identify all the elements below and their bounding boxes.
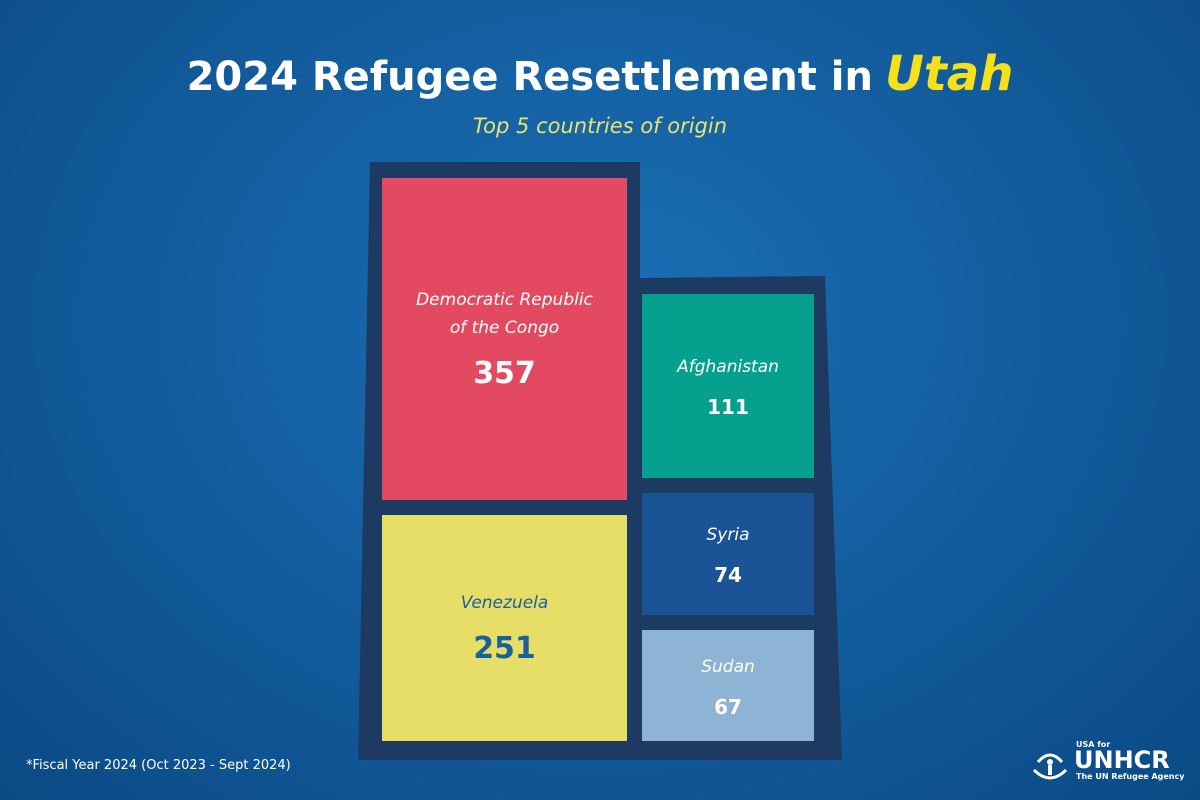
logo-icon [1032, 753, 1068, 780]
title-text: 2024 Refugee Resettlement in [186, 54, 873, 100]
logo-tagline: The UN Refugee Agency [1076, 772, 1185, 781]
subtitle: Top 5 countries of origin [472, 114, 728, 138]
logo-top: USA for [1076, 740, 1111, 749]
logo: USA for UNHCR The UN Refugee Agency [1028, 740, 1188, 784]
tile-label: Sudan [701, 656, 755, 677]
tile: Democratic Republic of the Congo 357 [382, 178, 627, 500]
tile-value: 357 [473, 356, 536, 392]
tile: Afghanistan 111 [642, 294, 814, 478]
tile: Venezuela 251 [382, 514, 627, 741]
title-highlight: Utah [884, 46, 1014, 102]
tile-value: 251 [473, 631, 536, 667]
tile-label: Venezuela [460, 593, 549, 614]
tile-label: Democratic Republic of the Congo [416, 290, 593, 339]
logo-name: UNHCR [1074, 746, 1170, 774]
tile: Sudan 67 [642, 630, 814, 741]
tile: Syria 74 [642, 492, 814, 616]
tile-value: 111 [707, 394, 749, 419]
tile-label: Afghanistan [677, 356, 779, 377]
title: 2024 Refugee Resettlement in Utah [0, 46, 1200, 102]
footnote: *Fiscal Year 2024 (Oct 2023 - Sept 2024) [26, 758, 291, 773]
tile-label: Syria [706, 524, 750, 545]
tile-value: 74 [714, 562, 742, 587]
tile-value: 67 [714, 694, 742, 719]
